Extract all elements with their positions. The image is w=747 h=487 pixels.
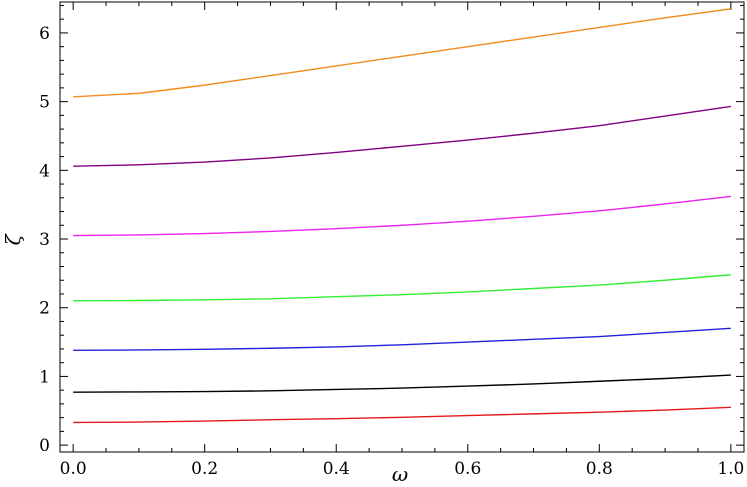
series-line-1 [73,406,731,424]
series-lines [73,8,731,424]
plot-border [59,1,745,453]
x-tick-label: 0.4 [323,459,350,479]
y-axis-title: ζ [1,233,25,245]
series-line-2 [73,374,731,393]
series-line-6 [73,105,731,167]
x-tick-label: 0.2 [191,459,218,479]
x-tick-label: 1.0 [717,459,744,479]
x-tick-label: 0.0 [60,459,87,479]
y-tick-label: 6 [39,24,50,44]
x-axis-title: ω [392,462,408,486]
axis-ticks [60,2,744,452]
series-line-5 [73,195,731,237]
plot-frame [59,1,745,453]
y-tick-label: 2 [39,299,50,319]
x-tick-label: 0.8 [586,459,613,479]
tick-labels: 0.0 0.2 0.4 0.6 0.8 1.0 0 1 2 3 4 5 6 [39,24,744,479]
series-line-7 [73,8,731,98]
y-tick-label: 5 [39,93,50,113]
x-tick-label: 0.6 [454,459,481,479]
y-tick-label: 1 [39,367,50,387]
y-tick-label: 0 [39,436,50,456]
y-tick-label: 4 [39,161,50,181]
series-line-4 [73,274,731,302]
y-tick-label: 3 [39,230,50,250]
series-line-3 [73,327,731,352]
